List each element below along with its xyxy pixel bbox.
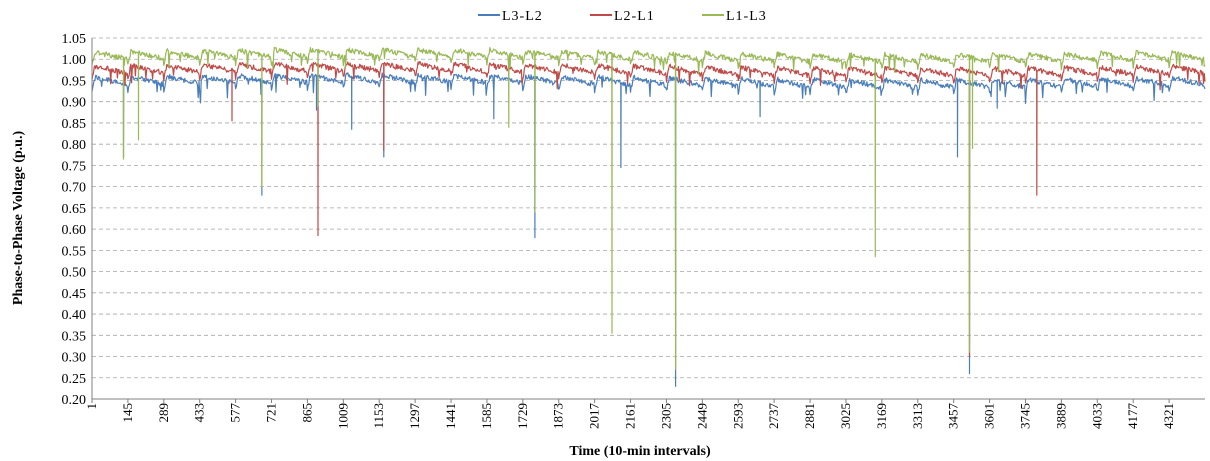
series-line-l1-l3 — [91, 46, 1206, 370]
y-tick-label: 0.45 — [62, 287, 87, 302]
x-tick-label: 2161 — [623, 403, 638, 429]
y-tick-label: 0.90 — [62, 96, 87, 111]
x-tick-label: 2881 — [802, 403, 817, 429]
y-tick-label: 0.95 — [62, 74, 87, 89]
x-tick-label: 2017 — [587, 403, 602, 430]
x-tick-label: 1297 — [407, 403, 422, 430]
x-tick-label: 721 — [264, 403, 279, 423]
x-tick-label: 3025 — [838, 403, 853, 429]
y-tick-label: 0.35 — [62, 329, 87, 344]
legend: L3-L2 L2-L1 L1-L3 — [478, 9, 767, 24]
gridlines — [92, 37, 1205, 379]
y-tick-labels: 1.05 1.00 0.95 0.90 0.85 0.80 0.75 0.70 0.65 0.60… — [62, 32, 87, 408]
x-tick-label: 433 — [192, 403, 207, 423]
x-tick-label: 4033 — [1089, 403, 1104, 429]
x-tick-label: 3889 — [1053, 403, 1068, 429]
legend-label: L2-L1 — [614, 9, 655, 24]
legend-label: L3-L2 — [502, 9, 543, 24]
y-tick-label: 1.00 — [62, 53, 87, 68]
y-axis-title: Phase-to-Phase Voltage (p.u.) — [11, 131, 26, 306]
series-layer — [91, 46, 1206, 387]
x-tick-label: 1585 — [479, 403, 494, 429]
x-tick-label: 1729 — [515, 403, 530, 429]
y-tick-label: 0.50 — [62, 266, 87, 281]
y-tick-label: 0.30 — [62, 351, 87, 366]
y-tick-label: 0.25 — [62, 372, 87, 387]
y-tick-label: 0.65 — [62, 202, 87, 217]
x-tick-label: 3313 — [910, 403, 925, 429]
x-tick-label: 1441 — [443, 403, 458, 429]
x-tick-label: 1 — [84, 403, 99, 410]
x-tick-label: 865 — [299, 403, 314, 423]
x-tick-label: 2449 — [694, 403, 709, 429]
x-tick-label: 3169 — [874, 403, 889, 429]
x-tick-label: 2737 — [766, 403, 781, 430]
y-tick-label: 0.20 — [62, 393, 87, 408]
x-tick-label: 3601 — [982, 403, 997, 429]
y-tick-label: 1.05 — [62, 32, 87, 47]
series-line-l2-l1 — [91, 61, 1206, 358]
y-tick-label: 0.85 — [62, 117, 87, 132]
y-tick-label: 0.80 — [62, 138, 87, 153]
y-tick-label: 0.75 — [62, 159, 87, 174]
y-tick-label: 0.70 — [62, 181, 87, 196]
y-tick-label: 0.60 — [62, 223, 87, 238]
legend-label: L1-L3 — [726, 9, 767, 24]
y-tick-label: 0.40 — [62, 308, 87, 323]
x-tick-label: 1873 — [551, 403, 566, 429]
x-tick-label: 1153 — [371, 403, 386, 429]
x-tick-label: 1009 — [335, 403, 350, 429]
x-axis-title: Time (10-min intervals) — [569, 444, 711, 459]
x-tick-label: 577 — [228, 403, 243, 423]
x-tick-label: 289 — [156, 403, 171, 423]
x-tick-label: 3457 — [946, 403, 961, 430]
y-tick-label: 0.55 — [62, 244, 87, 259]
x-tick-label: 145 — [120, 403, 135, 423]
x-tick-labels: 1 145 289 433 577 721 865 1009 1153 1297 1441 1585 1… — [84, 403, 1176, 430]
x-tick-label: 2593 — [730, 403, 745, 429]
series-line-l3-l2 — [91, 72, 1206, 387]
axes — [91, 38, 1205, 403]
x-tick-label: 3745 — [1017, 403, 1032, 429]
x-tick-label: 4321 — [1161, 403, 1176, 429]
x-tick-label: 2305 — [658, 403, 673, 429]
x-tick-label: 4177 — [1125, 403, 1140, 430]
